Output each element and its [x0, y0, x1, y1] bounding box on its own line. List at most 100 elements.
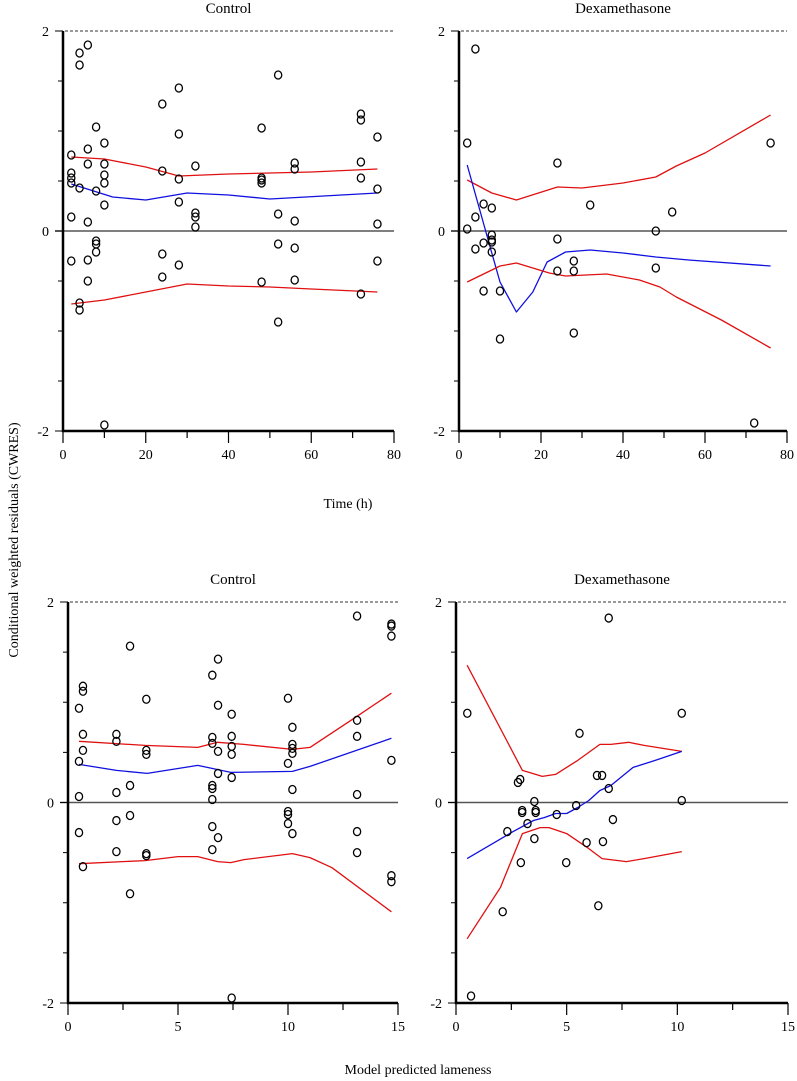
data-point: [74, 756, 84, 767]
data-point: [191, 222, 200, 232]
data-point: [749, 418, 759, 428]
data-point: [471, 244, 480, 254]
data-point: [677, 795, 687, 806]
panel-title: Dexamethasone: [575, 1, 671, 17]
data-point: [67, 256, 76, 266]
data-point: [75, 60, 84, 70]
data-point: [213, 768, 223, 779]
data-point: [158, 166, 167, 176]
data-point: [592, 770, 602, 781]
data-point: [83, 255, 93, 265]
lower-percentile-line: [78, 852, 392, 913]
x-tick-label: 40: [222, 448, 236, 463]
data-point: [158, 99, 167, 109]
data-point: [257, 178, 266, 188]
data-point: [651, 263, 661, 273]
data-point: [125, 641, 135, 651]
data-point: [487, 203, 497, 213]
data-point: [373, 219, 382, 229]
data-point: [594, 901, 603, 911]
data-point: [112, 729, 121, 739]
x-tick-label: 5: [563, 1020, 570, 1035]
data-point: [352, 731, 362, 741]
data-point: [213, 654, 223, 664]
data-point: [513, 777, 523, 788]
data-point: [213, 746, 223, 757]
data-point: [91, 186, 101, 196]
data-point: [67, 168, 76, 178]
data-point: [471, 44, 480, 54]
data-point: [373, 256, 382, 266]
data-point: [208, 738, 217, 749]
y-tick-label: -2: [37, 425, 49, 440]
data-point: [288, 743, 297, 754]
data-point: [74, 791, 84, 802]
data-point: [597, 770, 607, 781]
data-point: [208, 794, 217, 805]
data-point: [608, 814, 618, 825]
data-point: [352, 611, 362, 621]
data-point: [91, 122, 101, 132]
data-point: [479, 199, 488, 209]
data-point: [75, 298, 84, 308]
data-point: [553, 266, 562, 276]
data-point: [158, 272, 167, 282]
data-point: [100, 170, 109, 180]
data-point: [213, 700, 223, 710]
data-point: [604, 613, 613, 623]
data-point: [78, 862, 88, 872]
data-point: [112, 846, 121, 857]
data-point: [142, 749, 151, 760]
data-point: [290, 275, 299, 285]
data-point: [288, 828, 297, 839]
data-point: [667, 207, 677, 217]
x-tick-label: 60: [304, 448, 318, 463]
data-point: [273, 317, 283, 327]
data-point: [352, 789, 362, 800]
data-point: [569, 328, 579, 338]
data-point: [515, 774, 525, 785]
data-point: [158, 249, 167, 259]
data-point: [78, 686, 88, 696]
data-point: [174, 197, 184, 207]
x-tick-label: 80: [780, 448, 794, 463]
data-point: [208, 783, 217, 794]
x-tick-label: 40: [616, 448, 630, 463]
data-point: [227, 772, 236, 783]
data-point: [553, 158, 562, 168]
data-point: [585, 200, 595, 210]
data-point: [495, 286, 505, 296]
data-point: [174, 129, 184, 139]
data-point: [273, 239, 283, 249]
data-point: [191, 161, 200, 171]
data-point: [208, 821, 217, 832]
data-point: [479, 286, 488, 296]
x-tick-label: 80: [387, 448, 401, 463]
data-point: [288, 784, 297, 795]
x-tick-label: 60: [698, 448, 712, 463]
data-point: [74, 703, 84, 713]
data-point: [227, 709, 236, 719]
data-point: [67, 178, 76, 188]
data-point: [387, 877, 396, 887]
data-point: [257, 277, 266, 287]
data-point: [83, 276, 93, 286]
median-line: [466, 164, 771, 313]
data-point: [352, 826, 362, 837]
data-point: [352, 847, 362, 858]
data-point: [495, 334, 505, 344]
data-point: [356, 115, 366, 125]
x-axis-label-time: Time (h): [324, 497, 373, 512]
data-point: [283, 809, 293, 820]
data-point: [561, 858, 571, 868]
data-point: [479, 238, 488, 248]
data-point: [67, 150, 76, 160]
data-point: [208, 670, 217, 680]
data-point: [604, 783, 613, 794]
data-point: [571, 800, 581, 811]
data-point: [766, 138, 775, 148]
y-tick-label: 2: [47, 596, 54, 611]
data-point: [227, 993, 236, 1003]
